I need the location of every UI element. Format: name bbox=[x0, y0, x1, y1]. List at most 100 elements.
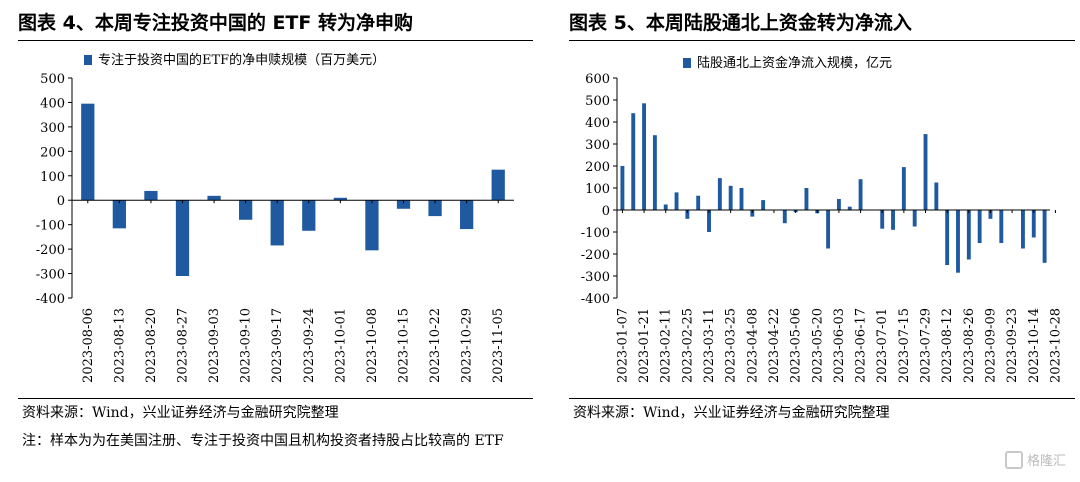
right-y-tick-label: 0 bbox=[602, 204, 610, 219]
right-bar bbox=[696, 195, 701, 210]
left-bar bbox=[491, 169, 505, 201]
right-bar bbox=[826, 210, 831, 249]
left-x-tick-label: 2023-11-05 bbox=[491, 308, 506, 383]
right-bar bbox=[901, 167, 906, 210]
right-x-tick-label: 2023-09-09 bbox=[983, 308, 998, 383]
left-x-tick-label: 2023-08-13 bbox=[112, 308, 127, 383]
right-x-tick-label: 2023-01-07 bbox=[615, 308, 630, 383]
left-x-tick-label: 2023-10-22 bbox=[428, 308, 443, 383]
right-x-tick-label: 2023-04-22 bbox=[767, 308, 782, 383]
left-source-note: 资料来源：Wind，兴业证券经济与金融研究院整理 bbox=[22, 405, 339, 421]
right-legend-swatch bbox=[683, 58, 691, 68]
left-top-rule bbox=[18, 40, 533, 41]
left-y-tick-label: 500 bbox=[40, 72, 65, 87]
right-source-note: 资料来源：Wind，兴业证券经济与金融研究院整理 bbox=[573, 405, 890, 421]
right-y-tick-label: 200 bbox=[585, 160, 610, 175]
right-bar bbox=[966, 210, 971, 260]
right-x-tick-label: 2023-10-14 bbox=[1027, 308, 1042, 383]
right-x-tick-label: 2023-04-08 bbox=[745, 308, 760, 383]
right-bar bbox=[912, 210, 917, 227]
right-bar bbox=[1020, 210, 1025, 249]
right-bar bbox=[761, 200, 766, 210]
right-bar bbox=[945, 210, 950, 265]
left-bar bbox=[460, 200, 474, 230]
right-x-tick-label: 2023-02-11 bbox=[659, 308, 674, 383]
left-bar bbox=[81, 103, 95, 201]
right-x-tick-label: 2023-07-01 bbox=[875, 308, 890, 383]
right-legend-label: 陆股通北上资金净流入规模，亿元 bbox=[697, 55, 892, 71]
right-x-tick-label: 2023-05-06 bbox=[789, 308, 804, 383]
left-y-tick-label: 400 bbox=[40, 96, 65, 111]
right-bar bbox=[977, 210, 982, 243]
left-x-tick-label: 2023-08-20 bbox=[144, 308, 159, 383]
right-bottom-rule bbox=[569, 398, 1075, 399]
right-figure-panel: 图表 5、本周陆股通北上资金转为净流入 600 500 400 300 200 100 0 -… bbox=[555, 0, 1080, 482]
right-y-tick-label: -400 bbox=[581, 292, 610, 307]
right-y-tick-label: 400 bbox=[585, 116, 610, 131]
right-x-tick-label: 2023-03-25 bbox=[724, 308, 739, 383]
left-y-tick-label: 0 bbox=[57, 194, 65, 209]
right-x-tick-label: 2023-06-17 bbox=[854, 308, 869, 383]
right-y-tick-label: -300 bbox=[581, 270, 610, 285]
left-y-tick-label: 100 bbox=[40, 170, 65, 185]
right-x-tick-label: 2023-05-20 bbox=[810, 308, 825, 383]
right-bar bbox=[1031, 210, 1036, 238]
left-x-tick-label: 2023-09-03 bbox=[207, 308, 222, 383]
left-bar bbox=[396, 200, 411, 209]
watermark-logo-icon bbox=[1004, 451, 1023, 469]
right-bar bbox=[750, 210, 755, 217]
right-x-tick-label: 2023-07-29 bbox=[919, 308, 934, 383]
right-bar bbox=[642, 103, 647, 210]
right-x-tick-label: 2023-10-28 bbox=[1048, 308, 1063, 383]
left-y-tick-label: -100 bbox=[36, 219, 65, 234]
left-bottom-rule bbox=[18, 398, 533, 399]
left-x-tick-label: 2023-09-17 bbox=[270, 308, 285, 383]
left-x-tick-label: 2023-08-27 bbox=[176, 308, 191, 383]
left-bar bbox=[302, 200, 316, 231]
left-x-tick-label: 2023-08-06 bbox=[81, 308, 96, 383]
right-x-tick-label: 2023-09-23 bbox=[1005, 308, 1020, 383]
right-bar bbox=[847, 206, 852, 210]
left-bar bbox=[144, 190, 158, 201]
left-figure-title: 图表 4、本周专注投资中国的 ETF 转为净申购 bbox=[18, 12, 413, 34]
left-y-tick-label: 300 bbox=[40, 121, 65, 136]
left-figure-panel: 图表 4、本周专注投资中国的 ETF 转为净申购 500 400 300 200 100… bbox=[18, 12, 533, 449]
right-bar bbox=[891, 210, 895, 230]
right-bar bbox=[707, 210, 711, 232]
right-bar bbox=[652, 135, 657, 210]
left-bar bbox=[175, 200, 190, 276]
right-bar bbox=[674, 192, 679, 210]
right-bar-chart: 600 500 400 300 200 100 0 -100 -200 -300 -400 2023-… bbox=[581, 55, 1064, 383]
left-bar bbox=[112, 200, 126, 229]
right-bar bbox=[782, 210, 787, 224]
right-x-tick-label: 2023-03-11 bbox=[702, 308, 717, 383]
right-bar bbox=[631, 113, 636, 210]
right-bar bbox=[923, 134, 928, 210]
left-bar bbox=[270, 200, 284, 246]
watermark-text: 格隆汇 bbox=[1026, 454, 1066, 469]
left-x-tick-label: 2023-09-24 bbox=[302, 308, 317, 383]
right-bar bbox=[620, 166, 625, 210]
left-x-tick-label: 2023-10-01 bbox=[333, 308, 348, 383]
left-x-tick-label: 2023-09-10 bbox=[239, 308, 254, 383]
left-legend-swatch bbox=[84, 55, 92, 65]
right-figure-title: 图表 5、本周陆股通北上资金转为净流入 bbox=[569, 12, 912, 34]
right-bar bbox=[804, 188, 809, 210]
right-bar bbox=[685, 210, 690, 219]
right-y-tick-label: 500 bbox=[585, 94, 610, 109]
left-y-tick-label: -200 bbox=[36, 243, 65, 258]
left-bar bbox=[428, 200, 442, 217]
right-bar bbox=[999, 210, 1004, 243]
right-bar bbox=[728, 185, 733, 210]
left-x-tick-label: 2023-10-29 bbox=[460, 308, 475, 383]
left-bar bbox=[365, 200, 379, 251]
right-bar bbox=[1042, 210, 1047, 263]
left-bar bbox=[333, 197, 347, 201]
right-x-tick-label: 2023-02-25 bbox=[680, 308, 695, 383]
right-y-tick-label: 300 bbox=[585, 138, 610, 153]
right-x-tick-label: 2023-01-21 bbox=[637, 308, 652, 383]
right-bar bbox=[858, 179, 863, 210]
left-legend-label: 专注于投资中国的ETF的净申赎规模（百万美元） bbox=[98, 52, 385, 68]
right-bar bbox=[956, 210, 960, 273]
right-x-tick-label: 2023-08-26 bbox=[962, 308, 977, 383]
